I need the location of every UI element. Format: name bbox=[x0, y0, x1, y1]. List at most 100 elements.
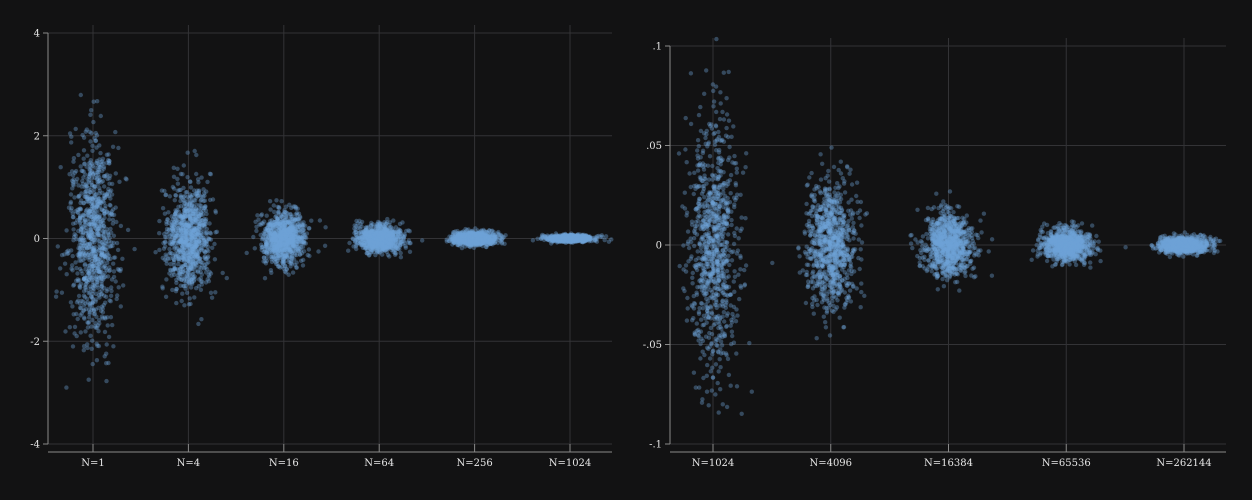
scatter-point bbox=[102, 254, 107, 259]
scatter-point bbox=[97, 321, 102, 326]
scatter-point bbox=[298, 215, 303, 220]
scatter-point bbox=[295, 246, 300, 251]
scatter-point bbox=[192, 220, 197, 225]
scatter-point bbox=[80, 230, 86, 235]
scatter-point bbox=[178, 225, 183, 231]
scatter-point bbox=[175, 181, 181, 186]
scatter-point bbox=[108, 315, 114, 320]
scatter-point bbox=[90, 338, 95, 343]
scatter-point bbox=[86, 320, 92, 325]
scatter-point bbox=[99, 287, 105, 293]
scatter-point bbox=[188, 301, 193, 307]
scatter-point bbox=[115, 293, 120, 298]
scatter-point bbox=[79, 268, 84, 274]
scatter-point bbox=[87, 180, 92, 185]
scatter-point bbox=[89, 346, 94, 351]
scatter-point bbox=[499, 241, 505, 246]
scatter-point bbox=[309, 218, 314, 223]
scatter-point bbox=[170, 229, 176, 234]
scatter-point bbox=[89, 245, 94, 250]
scatter-point bbox=[283, 234, 289, 239]
scatter-point bbox=[384, 234, 389, 239]
x-tick-label: N=1024 bbox=[549, 458, 592, 469]
scatter-point bbox=[174, 280, 179, 285]
scatter-point bbox=[87, 167, 93, 173]
scatter-point bbox=[113, 171, 119, 176]
scatter-point bbox=[98, 216, 103, 221]
scatter-point bbox=[101, 166, 107, 171]
scatter-point bbox=[264, 213, 269, 218]
scatter-point bbox=[98, 308, 104, 313]
scatter-point bbox=[80, 271, 85, 276]
scatter-point bbox=[360, 245, 366, 250]
scatter-point bbox=[168, 242, 173, 247]
scatter-point bbox=[289, 205, 294, 210]
scatter-point bbox=[97, 200, 103, 206]
scatter-point bbox=[286, 259, 292, 265]
scatter-point bbox=[97, 178, 102, 184]
scatter-point bbox=[107, 181, 112, 186]
scatter-point bbox=[102, 174, 107, 179]
scatter-point bbox=[86, 377, 91, 382]
scatter-point bbox=[113, 129, 118, 135]
scatter-point bbox=[284, 266, 289, 272]
x-tick-label: N=256 bbox=[456, 458, 492, 469]
scatter-point bbox=[117, 179, 122, 184]
scatter-point bbox=[269, 246, 274, 251]
scatter-point bbox=[89, 258, 95, 264]
scatter-point bbox=[186, 269, 191, 274]
scatter-point bbox=[90, 143, 95, 148]
scatter-point bbox=[371, 231, 377, 237]
scatter-point bbox=[80, 132, 85, 138]
y-tick-label: -4 bbox=[30, 440, 40, 451]
scatter-point bbox=[70, 214, 76, 220]
scatter-point bbox=[255, 213, 260, 218]
scatter-point bbox=[90, 285, 96, 290]
scatter-point bbox=[274, 213, 279, 218]
scatter-point bbox=[177, 187, 182, 193]
scatter-point bbox=[83, 172, 88, 177]
scatter-point bbox=[73, 233, 79, 238]
scatter-point bbox=[95, 209, 100, 214]
scatter-point bbox=[77, 258, 82, 263]
scatter-point bbox=[69, 208, 74, 213]
scatter-point bbox=[378, 237, 383, 242]
scatter-point bbox=[262, 231, 267, 237]
scatter-point bbox=[157, 247, 162, 253]
scatter-point bbox=[73, 126, 78, 132]
scatter-point bbox=[88, 333, 93, 338]
scatter-point bbox=[79, 298, 84, 304]
scatter-point bbox=[157, 231, 162, 236]
scatter-point bbox=[88, 139, 93, 144]
scatter-point bbox=[100, 246, 105, 251]
scatter-point bbox=[95, 160, 100, 166]
scatter-point bbox=[92, 236, 97, 241]
scatter-point bbox=[80, 225, 85, 230]
scatter-point bbox=[405, 240, 410, 245]
scatter-point bbox=[96, 276, 102, 281]
scatter-point bbox=[92, 135, 97, 141]
scatter-point bbox=[106, 232, 111, 237]
scatter-point bbox=[90, 240, 95, 245]
scatter-point bbox=[191, 262, 196, 268]
scatter-point bbox=[388, 225, 394, 230]
scatter-point bbox=[279, 199, 284, 204]
scatter-point bbox=[197, 256, 203, 261]
scatter-point bbox=[95, 280, 100, 285]
scatter-point bbox=[267, 199, 273, 204]
scatter-point bbox=[72, 232, 77, 237]
scatter-point bbox=[91, 172, 96, 177]
scatter-point bbox=[350, 236, 355, 241]
scatter-point bbox=[83, 329, 88, 334]
scatter-point bbox=[108, 211, 114, 216]
scatter-point bbox=[88, 231, 93, 236]
scatter-point bbox=[170, 217, 175, 222]
scatter-point bbox=[58, 266, 63, 271]
scatter-point bbox=[210, 245, 215, 250]
scatter-point bbox=[116, 285, 121, 290]
scatter-point bbox=[92, 194, 97, 199]
scatter-point bbox=[97, 203, 103, 208]
scatter-point bbox=[98, 220, 103, 225]
scatter-point bbox=[93, 209, 98, 214]
scatter-point bbox=[70, 304, 75, 309]
